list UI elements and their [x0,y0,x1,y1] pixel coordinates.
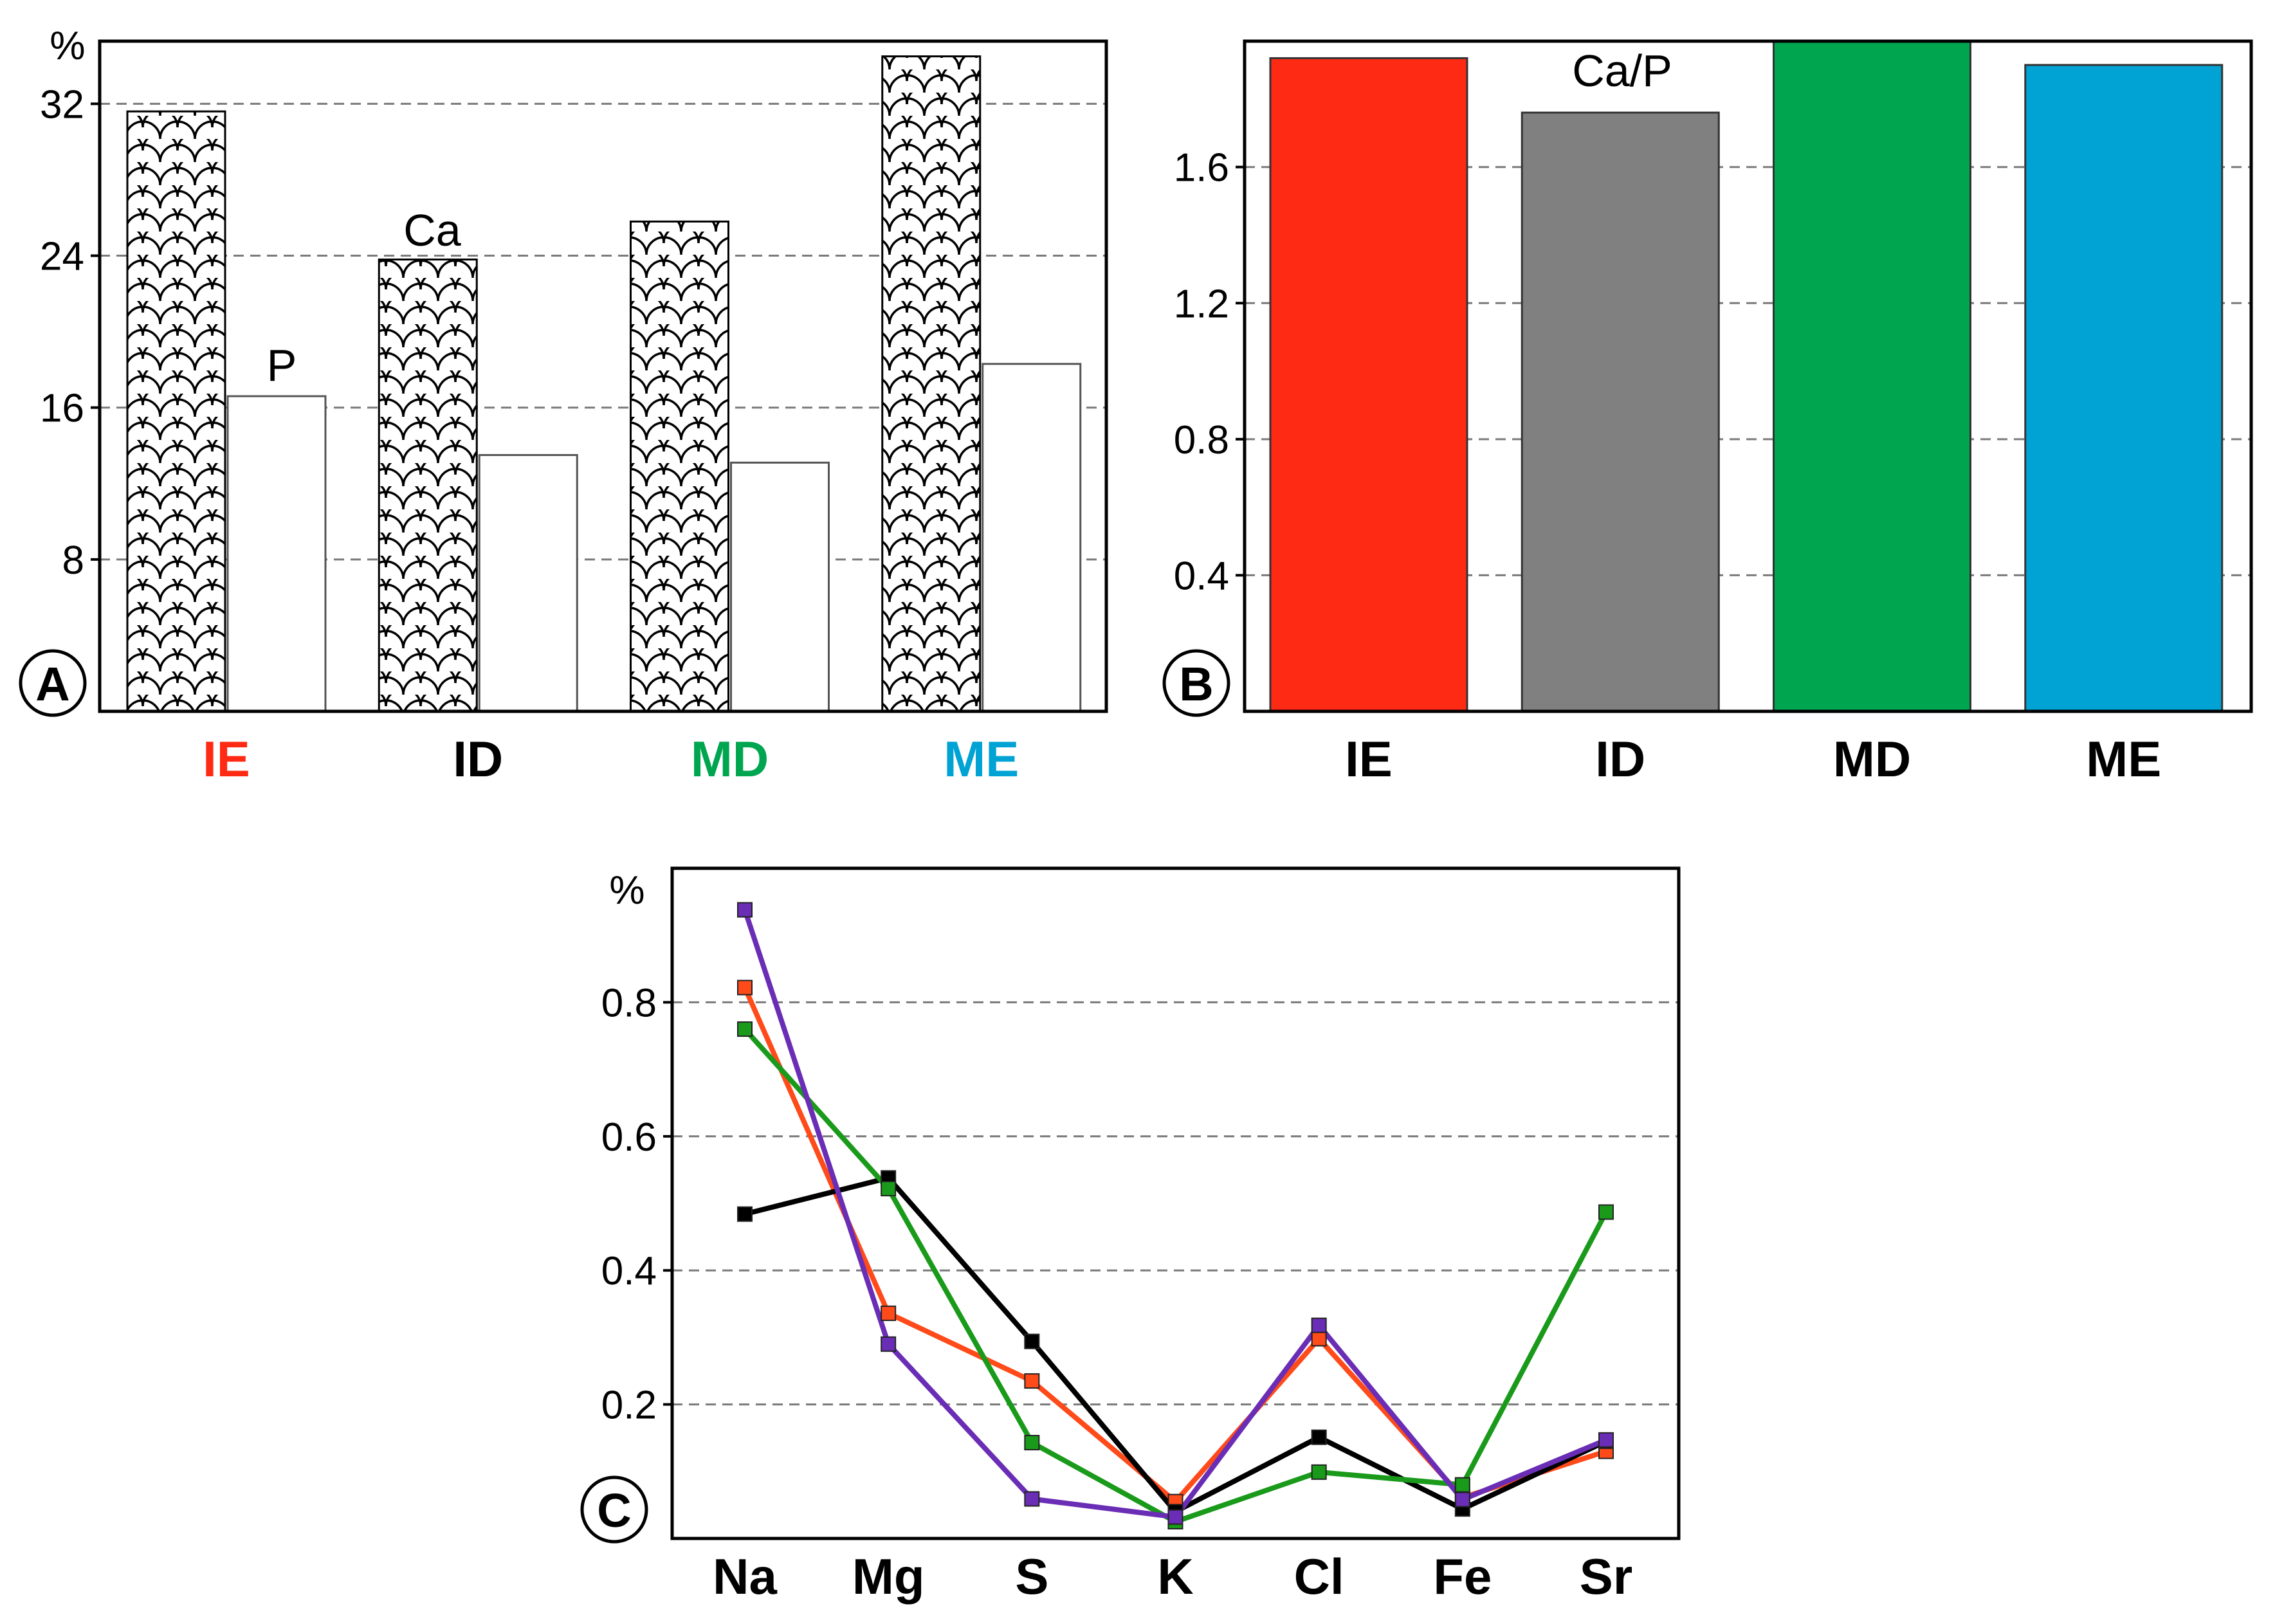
c-point-md [1024,1434,1040,1450]
a-bar-p [226,395,327,713]
a-bar-p [478,454,578,713]
b-panel-letter: B [1179,657,1213,711]
c-tick-label: 0.8 [601,981,657,1025]
b-tick-label: 1.2 [1174,282,1229,326]
c-category-label: Mg [852,1548,925,1605]
c-point-ie [1311,1331,1327,1347]
b-tick-label: 1.6 [1174,146,1229,190]
c-point-me [1454,1492,1470,1508]
a-tick-label: 24 [40,235,84,279]
b-bar [1521,111,1720,713]
b-tick-label: 0.8 [1174,418,1229,462]
b-bar [2024,64,2224,713]
c-point-md [1598,1204,1614,1220]
c-point-me [1311,1317,1327,1333]
a-category-label: MD [691,731,769,787]
b-category-label: MD [1833,731,1911,787]
c-category-labels: Na Mg S K Cl Fe Sr [713,1548,1632,1605]
c-point-md [881,1181,897,1197]
a-y-ticks: 8 16 24 32 [40,82,100,583]
c-point-me [1598,1432,1614,1448]
a-tick-label: 8 [62,538,84,583]
c-point-md [737,1021,753,1037]
c-tick-label: 0.2 [601,1383,657,1428]
panel-b: 0.4 0.8 1.2 1.6 Ca/P IE ID MD ME B [1162,39,2253,787]
c-gridlines [672,1001,1679,1406]
b-plot-frame [1243,39,2253,713]
b-y-ticks: 0.4 0.8 1.2 1.6 [1174,146,1245,598]
a-bar-ca [378,258,478,713]
a-annotation-ca: Ca [403,205,461,255]
c-point-me [1167,1509,1183,1525]
b-bars [1269,40,2224,713]
a-category-label: IE [203,731,250,787]
c-point-me [881,1336,897,1352]
a-bar-ca [126,110,226,713]
c-tick-label: 0.6 [601,1115,657,1160]
a-tick-label: 32 [40,82,84,127]
b-tick-label: 0.4 [1174,554,1229,598]
c-category-label: Cl [1294,1548,1344,1605]
a-bar-p [730,461,830,713]
c-y-ticks: 0.2 0.4 0.6 0.8 [601,981,672,1428]
panel-a: 8 16 24 32 % Ca P IE ID MD ME A [19,24,1108,787]
c-point-ie [737,980,753,996]
c-series-points [737,902,1614,1529]
a-bars [126,55,1082,713]
c-point-me [737,902,753,918]
b-category-label: IE [1345,731,1393,787]
b-category-labels: IE ID MD ME [1345,731,2161,787]
b-category-label: ME [2086,731,2161,787]
a-panel-badge: A [19,649,87,717]
panel-c: 0.2 0.4 0.6 0.8 % Na Mg S K Cl Fe Sr C [580,866,1681,1605]
b-panel-badge: B [1162,649,1230,717]
a-tick-label: 16 [40,387,84,431]
c-point-ie [881,1305,897,1321]
a-category-label: ID [453,731,503,787]
a-annotation-p: P [267,340,297,390]
b-category-label: ID [1595,731,1645,787]
c-series-line-ie [742,986,1607,1504]
c-series-line-me [742,909,1607,1520]
c-point-ie [1024,1373,1040,1389]
c-category-label: S [1015,1548,1048,1605]
a-bar-ca [881,55,982,713]
c-category-label: Na [713,1548,777,1605]
a-panel-letter: A [35,657,69,711]
c-unit-label: % [609,868,644,913]
c-tick-label: 0.4 [601,1249,657,1293]
c-panel-letter: C [597,1484,631,1537]
b-bar [1773,40,1971,713]
c-point-id [1024,1333,1040,1349]
c-panel-badge: C [580,1475,648,1544]
a-unit-label: % [50,24,85,68]
a-bar-p [982,363,1082,713]
b-bar [1269,57,1468,713]
a-category-label: ME [944,731,1019,787]
a-category-labels: IE ID MD ME [203,731,1019,787]
b-title: Ca/P [1572,46,1672,96]
c-category-label: K [1157,1548,1193,1605]
c-point-me [1024,1491,1040,1507]
c-plot-frame [670,866,1681,1540]
c-point-id [1311,1429,1327,1445]
c-category-label: Fe [1433,1548,1492,1605]
c-category-label: Sr [1580,1548,1632,1605]
a-bar-ca [630,220,729,713]
c-point-id [737,1206,753,1222]
a-plot-frame [98,39,1108,713]
c-point-md [1454,1477,1470,1493]
c-point-md [1311,1464,1327,1480]
